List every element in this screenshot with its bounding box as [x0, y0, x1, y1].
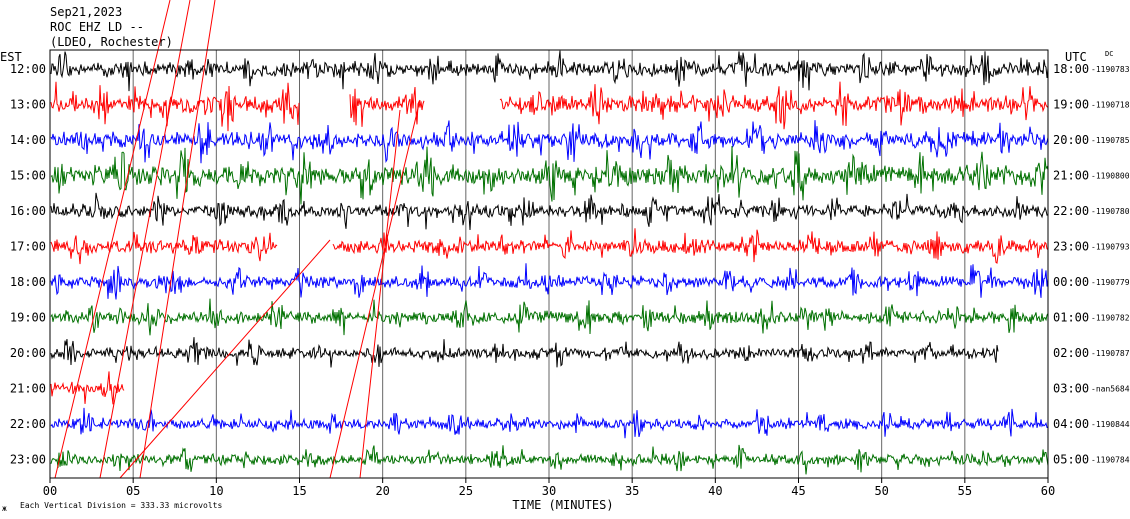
x-tick-label: 10 [209, 484, 223, 498]
header-station: ROC EHZ LD -- [50, 20, 144, 34]
est-label: 22:00 [10, 417, 46, 431]
trace-1900 [50, 298, 1049, 336]
est-label: 21:00 [10, 382, 46, 396]
utc-label: 05:00 [1053, 453, 1089, 467]
dc-offset-label: -1190800 [1091, 172, 1130, 181]
x-tick-label: 50 [874, 484, 888, 498]
utc-label: 21:00 [1053, 169, 1089, 183]
x-tick-label: 00 [43, 484, 57, 498]
dc-offset-label: -1190780 [1091, 207, 1130, 216]
dc-offset-label: -1190785 [1091, 136, 1130, 145]
trace-1500 [50, 145, 1049, 205]
est-label: 15:00 [10, 169, 46, 183]
x-tick-label: 40 [708, 484, 722, 498]
x-tick-label: 55 [958, 484, 972, 498]
est-label: 19:00 [10, 311, 46, 325]
traces [50, 0, 1049, 479]
right-zone-label: UTC [1065, 50, 1087, 64]
est-label: 17:00 [10, 240, 46, 254]
trend-line [139, 0, 216, 479]
est-label: 13:00 [10, 98, 46, 112]
trend-line [329, 99, 421, 479]
dc-offset-label: -1190783 [1091, 65, 1130, 74]
x-tick-label: 15 [292, 484, 306, 498]
dc-offset-label: -1190718 [1091, 101, 1130, 110]
x-tick-label: 30 [542, 484, 556, 498]
x-tick-label: 60 [1041, 484, 1055, 498]
dc-offset-label: -1190779 [1091, 278, 1130, 287]
utc-label: 23:00 [1053, 240, 1089, 254]
dc-offset-label: -1190782 [1091, 314, 1130, 323]
utc-label: 19:00 [1053, 98, 1089, 112]
x-tick-label: 25 [459, 484, 473, 498]
dc-offset-label: -1190844 [1091, 420, 1130, 429]
trace-1400 [50, 120, 1049, 164]
est-label: 23:00 [10, 453, 46, 467]
corner-mark: ж [2, 504, 7, 513]
grid [132, 50, 966, 478]
utc-label: 03:00 [1053, 382, 1089, 396]
utc-label: 04:00 [1053, 417, 1089, 431]
utc-label: 02:00 [1053, 346, 1089, 360]
dc-offset-label: -1190784 [1091, 456, 1130, 465]
trace-1800 [50, 263, 1049, 300]
utc-label: 18:00 [1053, 62, 1089, 76]
est-label: 18:00 [10, 275, 46, 289]
scale-note: Each Vertical Division = 333.33 microvol… [20, 501, 222, 510]
trace-2100 [50, 371, 125, 405]
est-label: 14:00 [10, 133, 46, 147]
trace-2300 [50, 444, 1049, 475]
trend-line [54, 0, 171, 479]
trace-2000 [50, 337, 999, 368]
trace-2200 [50, 407, 1049, 439]
utc-label: 22:00 [1053, 204, 1089, 218]
dc-offset-label: -nan5684 [1091, 385, 1130, 394]
x-tick-label: 20 [375, 484, 389, 498]
trace-1300 [50, 81, 1049, 132]
x-axis-label: TIME (MINUTES) [512, 498, 613, 512]
est-label: 12:00 [10, 62, 46, 76]
est-label: 20:00 [10, 346, 46, 360]
x-tick-label: 45 [791, 484, 805, 498]
trace-1200 [50, 50, 1049, 92]
x-tick-label: 35 [625, 484, 639, 498]
trend-line [359, 109, 401, 479]
dc-offset-label: -1190787 [1091, 349, 1130, 358]
dc-label: DC [1105, 50, 1113, 58]
trace-1700 [50, 228, 1049, 265]
header-network: (LDEO, Rochester) [50, 35, 173, 49]
trend-line [99, 0, 191, 479]
utc-label: 01:00 [1053, 311, 1089, 325]
left-zone-label: EST [0, 50, 22, 64]
x-tick-label: 05 [126, 484, 140, 498]
trend-line [119, 239, 331, 479]
x-axis-ticks: 00 05 10 15 20 25 30 35 40 45 50 55 60 [43, 478, 1055, 498]
header-date: Sep21,2023 [50, 5, 122, 19]
utc-label: 00:00 [1053, 275, 1089, 289]
dc-offset-label: -1190793 [1091, 243, 1130, 252]
utc-label: 20:00 [1053, 133, 1089, 147]
trace-1600 [50, 192, 1049, 231]
est-label: 16:00 [10, 204, 46, 218]
